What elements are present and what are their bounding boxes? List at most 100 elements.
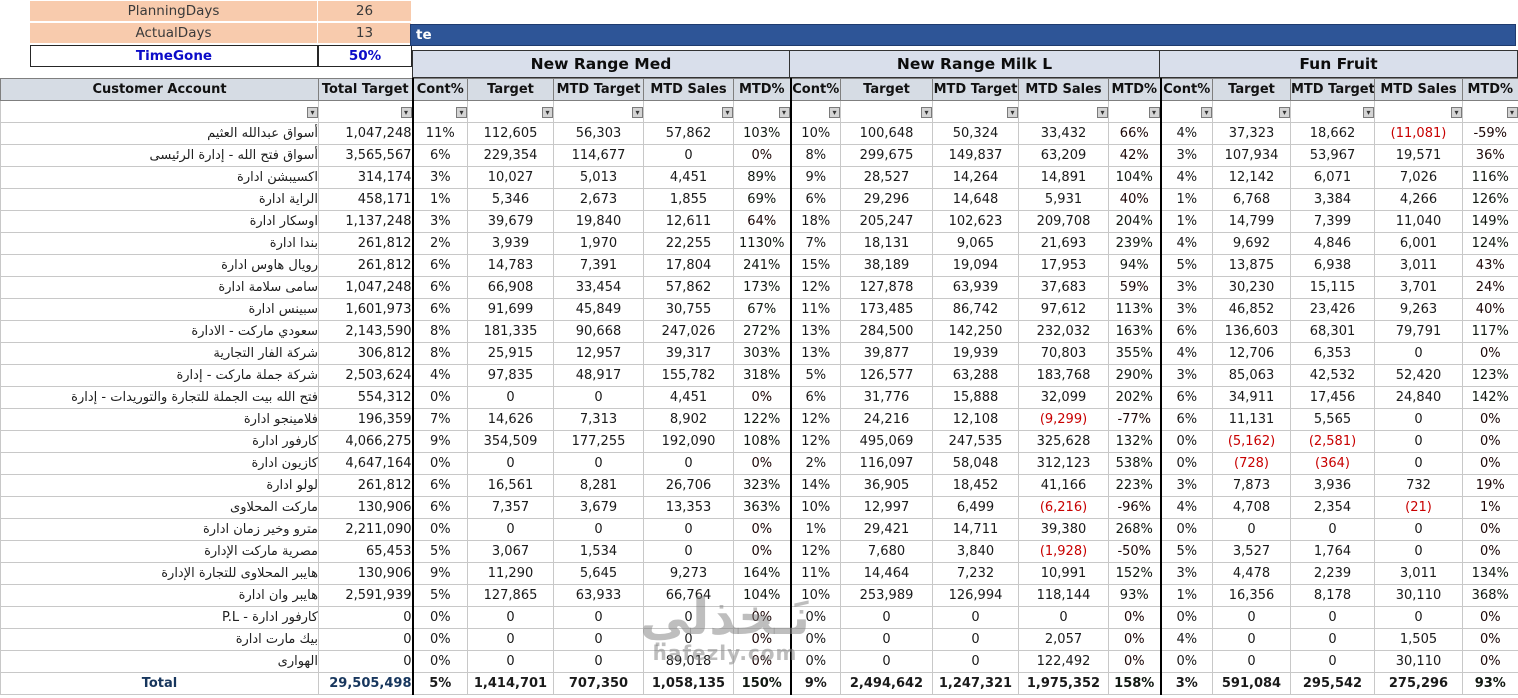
mtd-sales-cell[interactable]: 183,768 [1018, 364, 1109, 387]
mtd-sales-cell[interactable]: 0 [1374, 430, 1463, 453]
target-cell[interactable]: 181,335 [467, 320, 554, 343]
mtd-pct-cell[interactable]: 0% [1108, 628, 1162, 651]
customer-name-cell[interactable]: هايبر المحلاوى للتجارة الإدارة [0, 562, 319, 585]
cont-pct-cell[interactable]: 8% [412, 320, 468, 343]
mtd-target-cell[interactable]: 0 [553, 386, 644, 409]
mtd-pct-cell[interactable]: 0% [733, 628, 792, 651]
cont-pct-cell[interactable]: 0% [412, 628, 468, 651]
mtd-pct-cell[interactable]: 0% [1462, 342, 1518, 365]
group-header-new-range-milk-l[interactable]: New Range Milk L [790, 50, 1160, 78]
target-cell[interactable]: 12,997 [840, 496, 933, 519]
total-target-cell[interactable]: 554,312 [318, 386, 414, 409]
cont-pct-cell[interactable]: 4% [1160, 342, 1213, 365]
target-cell[interactable]: 29,421 [840, 518, 933, 541]
mtd-target-cell[interactable]: 19,840 [553, 210, 644, 233]
cont-pct-cell[interactable]: 3% [1160, 298, 1213, 321]
total-target-cell[interactable]: 65,453 [318, 540, 414, 563]
target-cell[interactable]: 127,878 [840, 276, 933, 299]
mtd-pct-cell[interactable]: 0% [1108, 650, 1162, 673]
target-cell[interactable]: 4,478 [1212, 562, 1291, 585]
cont-pct-cell[interactable]: 6% [1160, 408, 1213, 431]
cont-pct-cell[interactable]: 6% [412, 474, 468, 497]
customer-name-cell[interactable]: فلامينجو ادارة [0, 408, 319, 431]
mtd-target-cell[interactable]: 0 [553, 518, 644, 541]
target-cell[interactable]: 495,069 [840, 430, 933, 453]
mtd-sales-cell[interactable]: (1,928) [1018, 540, 1109, 563]
customer-name-cell[interactable]: مصرية ماركت الإدارة [0, 540, 319, 563]
mtd-target-cell[interactable]: 68,301 [1290, 320, 1375, 343]
mtd-pct-cell[interactable]: 36% [1462, 144, 1518, 167]
mtd-target-cell[interactable]: 6,353 [1290, 342, 1375, 365]
target-cell[interactable]: 16,561 [467, 474, 554, 497]
target-cell[interactable]: 97,835 [467, 364, 554, 387]
target-cell[interactable]: 205,247 [840, 210, 933, 233]
group-header-fun-fruit[interactable]: Fun Fruit [1160, 50, 1518, 78]
customer-name-cell[interactable]: سامى سلامة ادارة [0, 276, 319, 299]
target-header[interactable]: Target [1212, 78, 1291, 101]
target-cell[interactable]: 13,875 [1212, 254, 1291, 277]
cont-pct-cell[interactable]: 0% [412, 386, 468, 409]
mtd-pct-cell[interactable]: 134% [1462, 562, 1518, 585]
target-cell[interactable]: 34,911 [1212, 386, 1291, 409]
mtd-sales-header[interactable]: MTD Sales [643, 78, 734, 101]
mtd-pct-cell[interactable]: 43% [1462, 254, 1518, 277]
cont-pct-cell[interactable]: 10% [790, 496, 841, 519]
mtd-sales-cell[interactable]: 37,683 [1018, 276, 1109, 299]
mtd-pct-cell[interactable]: 0% [1462, 408, 1518, 431]
customer-name-cell[interactable]: ماركت المحلاوى [0, 496, 319, 519]
mtd-pct-cell[interactable]: 104% [733, 584, 792, 607]
mtd-pct-cell[interactable]: 94% [1108, 254, 1162, 277]
mtd-pct-cell[interactable]: 202% [1108, 386, 1162, 409]
mtd-sales-cell[interactable]: 0 [1374, 606, 1463, 629]
mtd-target-cell[interactable]: 23,426 [1290, 298, 1375, 321]
mtd-sales-cell[interactable]: 41,166 [1018, 474, 1109, 497]
mtd-sales-cell[interactable]: 9,273 [643, 562, 734, 585]
mtd-target-cell[interactable]: 0 [1290, 518, 1375, 541]
mtd-pct-cell[interactable]: 355% [1108, 342, 1162, 365]
mtd-pct-cell[interactable]: 132% [1108, 430, 1162, 453]
mtd-sales-cell[interactable]: 11,040 [1374, 210, 1463, 233]
mtd-target-header[interactable]: MTD Target [553, 78, 644, 101]
target-cell[interactable]: 0 [1212, 650, 1291, 673]
mtd-pct-cell[interactable]: 103% [733, 122, 792, 145]
filter-dropdown-icon[interactable]: ▾ [1451, 107, 1462, 118]
mtd-pct-cell[interactable]: 318% [733, 364, 792, 387]
target-cell[interactable]: 0 [1212, 606, 1291, 629]
cont-pct-cell[interactable]: 0% [412, 606, 468, 629]
filter-dropdown-icon[interactable]: ▾ [632, 107, 643, 118]
mtd-pct-cell[interactable]: 268% [1108, 518, 1162, 541]
mtd-target-cell[interactable]: 126,994 [932, 584, 1019, 607]
cont-pct-cell[interactable]: 1% [1160, 188, 1213, 211]
mtd-pct-cell[interactable]: 40% [1108, 188, 1162, 211]
mtd-target-cell[interactable]: 5,013 [553, 166, 644, 189]
mtd-target-cell[interactable]: 3,936 [1290, 474, 1375, 497]
mtd-target-cell[interactable]: 0 [1290, 628, 1375, 651]
mtd-sales-cell[interactable]: 97,612 [1018, 298, 1109, 321]
mtd-target-cell[interactable]: 18,662 [1290, 122, 1375, 145]
mtd-sales-cell[interactable]: 0 [643, 518, 734, 541]
mtd-sales-cell[interactable]: 192,090 [643, 430, 734, 453]
customer-name-cell[interactable]: هايبر وان ادارة [0, 584, 319, 607]
target-cell[interactable]: 0 [467, 628, 554, 651]
mtd-pct-cell[interactable]: 40% [1462, 298, 1518, 321]
mtd-target-cell[interactable]: 58,048 [932, 452, 1019, 475]
customer-name-cell[interactable]: بندا ادارة [0, 232, 319, 255]
mtd-sales-cell[interactable]: 1,855 [643, 188, 734, 211]
mtd-target-cell[interactable]: 1,247,321 [932, 672, 1019, 695]
mtd-pct-cell[interactable]: 223% [1108, 474, 1162, 497]
mtd-target-cell[interactable]: 8,281 [553, 474, 644, 497]
filter-dropdown-icon[interactable]: ▾ [1279, 107, 1290, 118]
mtd-sales-cell[interactable]: 63,209 [1018, 144, 1109, 167]
mtd-target-cell[interactable]: 0 [553, 606, 644, 629]
mtd-sales-cell[interactable]: 0 [1374, 408, 1463, 431]
target-cell[interactable]: 107,934 [1212, 144, 1291, 167]
cont-pct-cell[interactable]: 3% [412, 166, 468, 189]
mtd-pct-cell[interactable]: 150% [733, 672, 792, 695]
mtd-target-cell[interactable]: 295,542 [1290, 672, 1375, 695]
target-cell[interactable]: 7,873 [1212, 474, 1291, 497]
target-cell[interactable]: 14,626 [467, 408, 554, 431]
total-target-cell[interactable]: 458,171 [318, 188, 414, 211]
mtd-pct-cell[interactable]: 66% [1108, 122, 1162, 145]
mtd-target-cell[interactable]: 3,840 [932, 540, 1019, 563]
mtd-pct-cell[interactable]: 0% [733, 518, 792, 541]
